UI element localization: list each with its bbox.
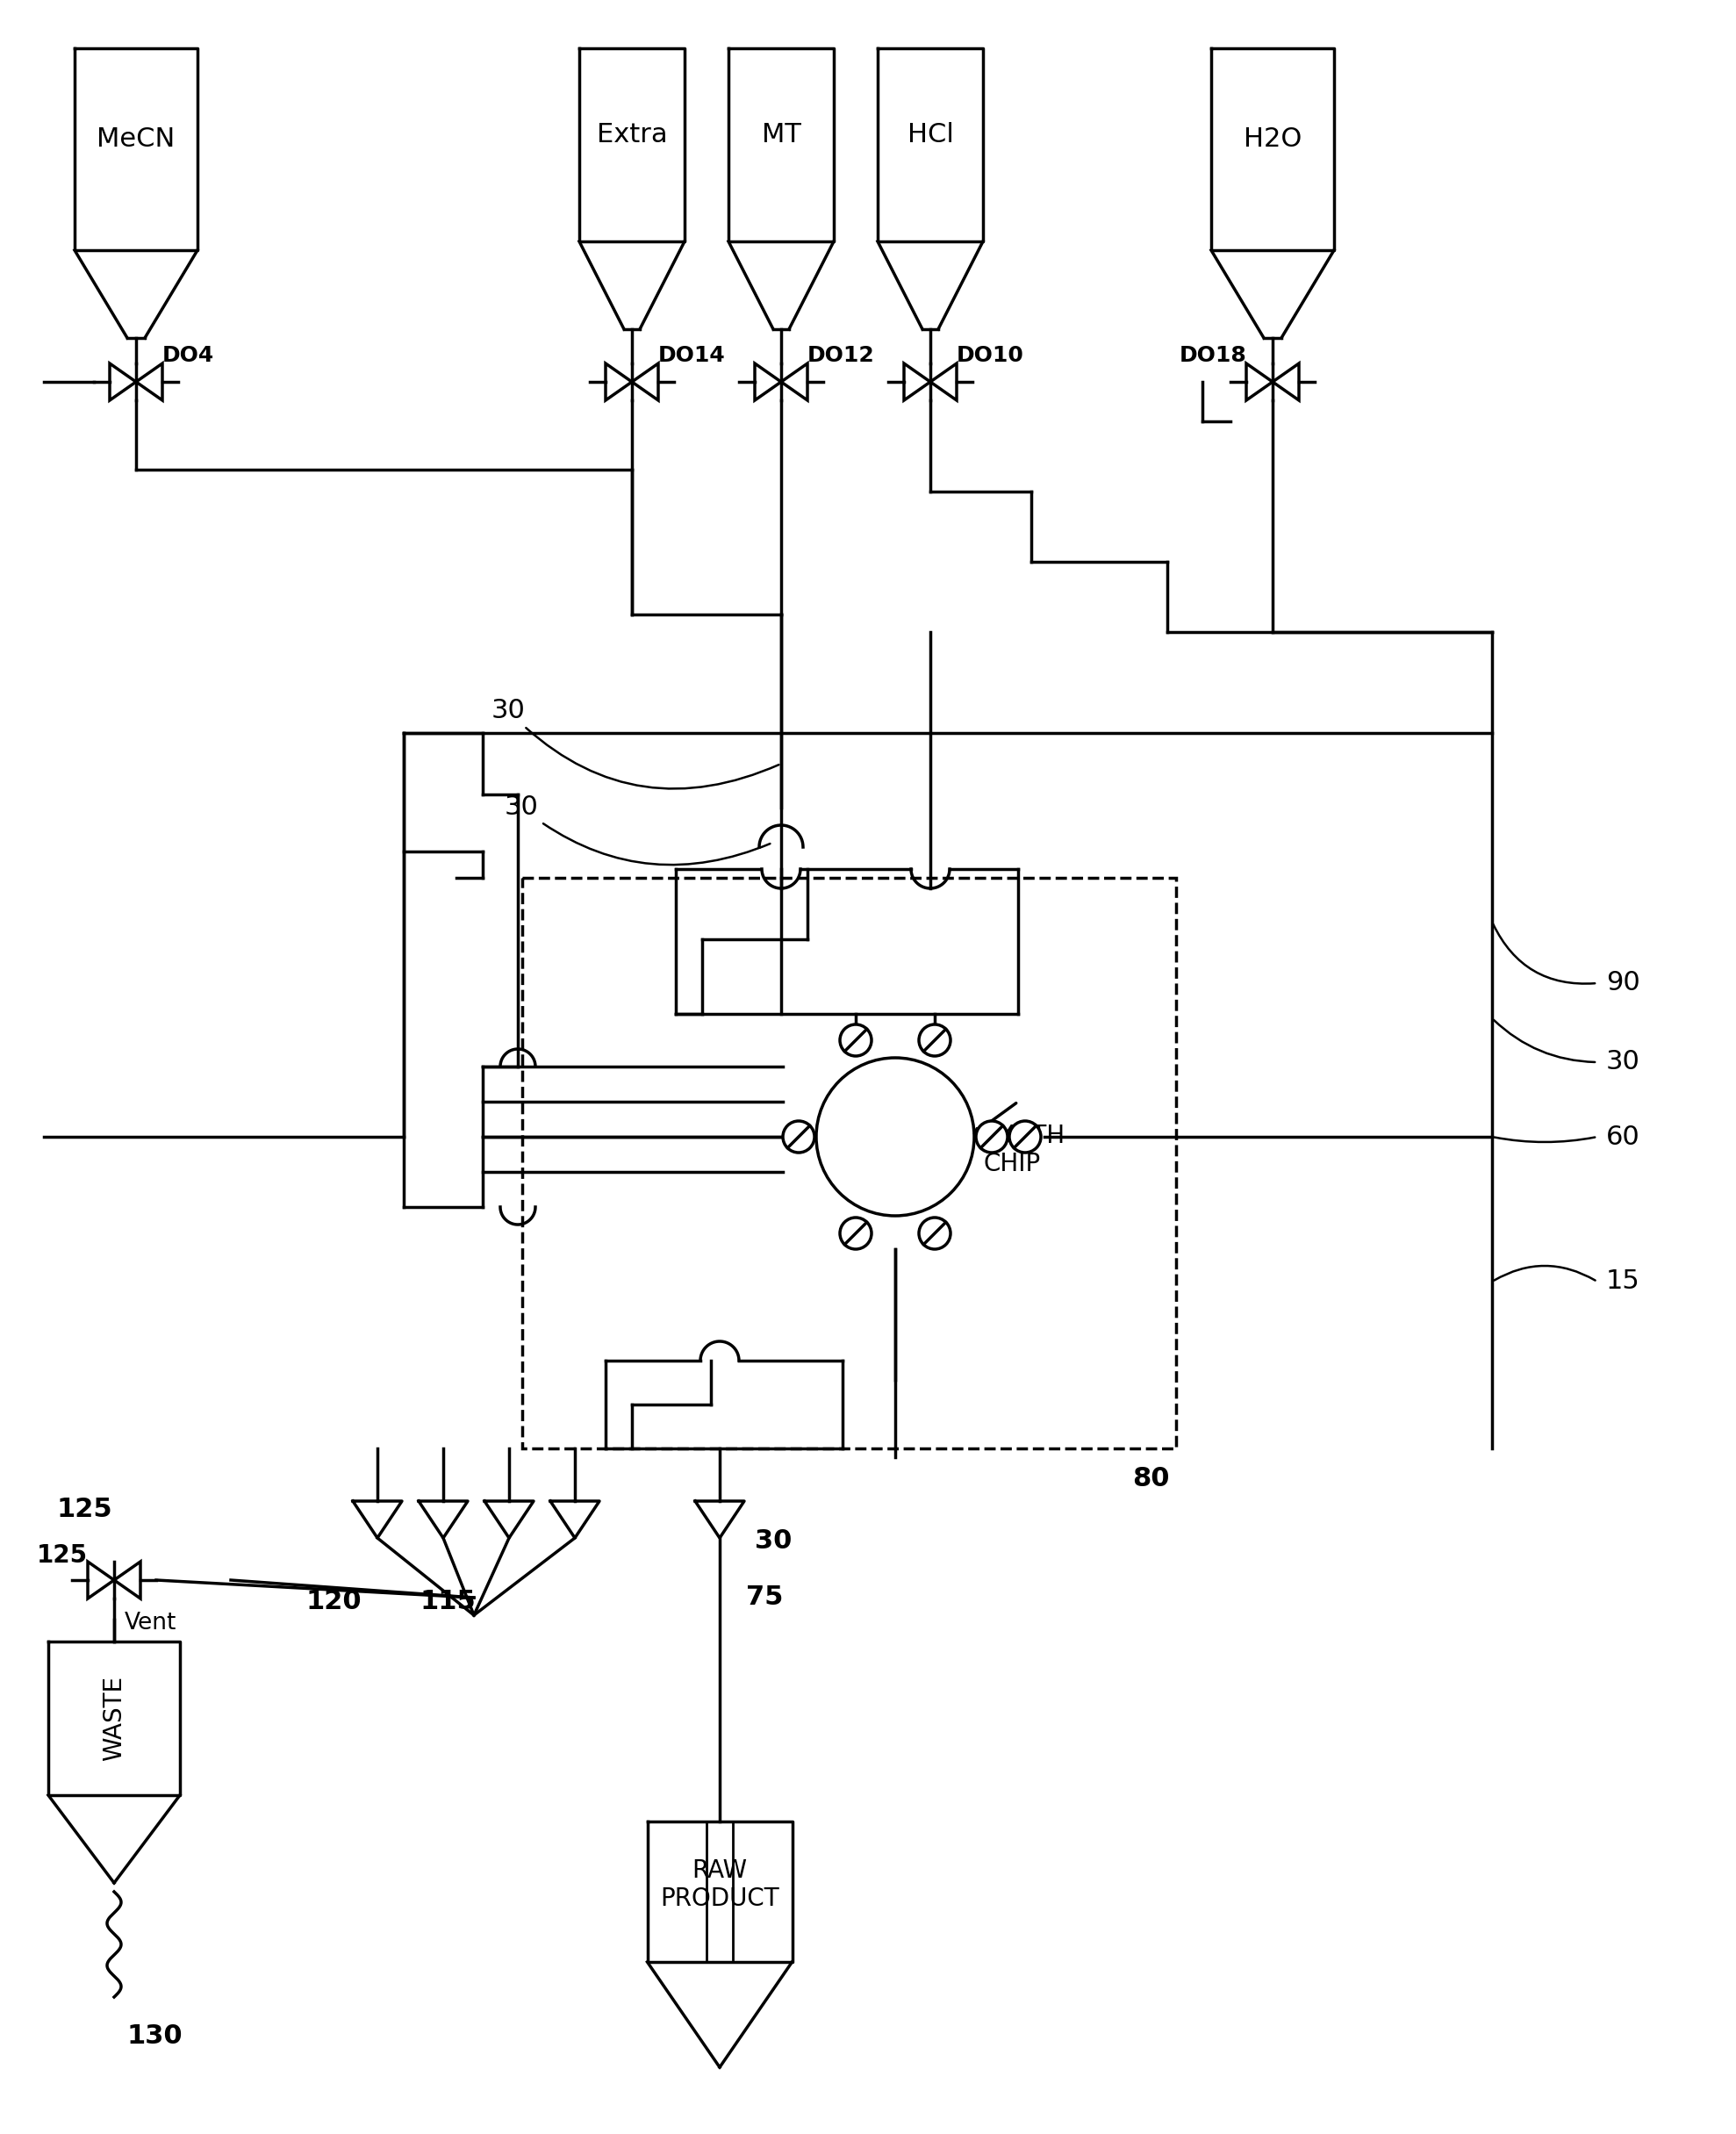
Polygon shape <box>109 363 135 401</box>
Circle shape <box>918 1219 951 1248</box>
Text: Extra: Extra <box>597 122 667 147</box>
Polygon shape <box>632 363 658 401</box>
Polygon shape <box>1272 363 1299 401</box>
Text: DO4: DO4 <box>163 346 214 367</box>
Text: 30: 30 <box>1606 1050 1641 1076</box>
Text: 75: 75 <box>746 1586 783 1611</box>
Text: SYNTH
CHIP: SYNTH CHIP <box>983 1122 1064 1176</box>
Text: DO12: DO12 <box>807 346 875 367</box>
Polygon shape <box>781 363 807 401</box>
Text: 130: 130 <box>127 2023 182 2049</box>
Circle shape <box>783 1120 814 1152</box>
Text: Vent: Vent <box>125 1611 177 1635</box>
Polygon shape <box>904 363 930 401</box>
Text: 80: 80 <box>1132 1466 1170 1492</box>
Circle shape <box>840 1024 871 1056</box>
Polygon shape <box>606 363 632 401</box>
Circle shape <box>918 1024 951 1056</box>
Polygon shape <box>115 1562 141 1598</box>
Text: 30: 30 <box>505 794 771 864</box>
Text: 60: 60 <box>1606 1125 1641 1150</box>
Text: 115: 115 <box>420 1590 476 1613</box>
Polygon shape <box>755 363 781 401</box>
Text: DO14: DO14 <box>658 346 726 367</box>
Text: 120: 120 <box>306 1590 361 1613</box>
Text: DO10: DO10 <box>957 346 1024 367</box>
Text: 125: 125 <box>36 1543 89 1568</box>
Text: H2O: H2O <box>1243 126 1302 152</box>
Text: 125: 125 <box>57 1498 113 1522</box>
Circle shape <box>1009 1120 1042 1152</box>
Text: WASTE: WASTE <box>102 1675 127 1761</box>
Polygon shape <box>135 363 163 401</box>
Text: RAW
PRODUCT: RAW PRODUCT <box>660 1859 779 1912</box>
Text: 30: 30 <box>491 698 779 790</box>
Polygon shape <box>1246 363 1272 401</box>
Text: 15: 15 <box>1606 1270 1641 1295</box>
Text: DO18: DO18 <box>1179 346 1246 367</box>
Circle shape <box>840 1219 871 1248</box>
Polygon shape <box>930 363 957 401</box>
Text: 30: 30 <box>755 1528 792 1554</box>
Circle shape <box>816 1058 974 1216</box>
Bar <box>523 877 1175 1449</box>
Polygon shape <box>89 1562 115 1598</box>
Circle shape <box>976 1120 1007 1152</box>
Text: HCl: HCl <box>908 122 953 147</box>
Text: MT: MT <box>762 122 800 147</box>
Text: MeCN: MeCN <box>97 126 175 152</box>
Text: 90: 90 <box>1606 971 1641 997</box>
